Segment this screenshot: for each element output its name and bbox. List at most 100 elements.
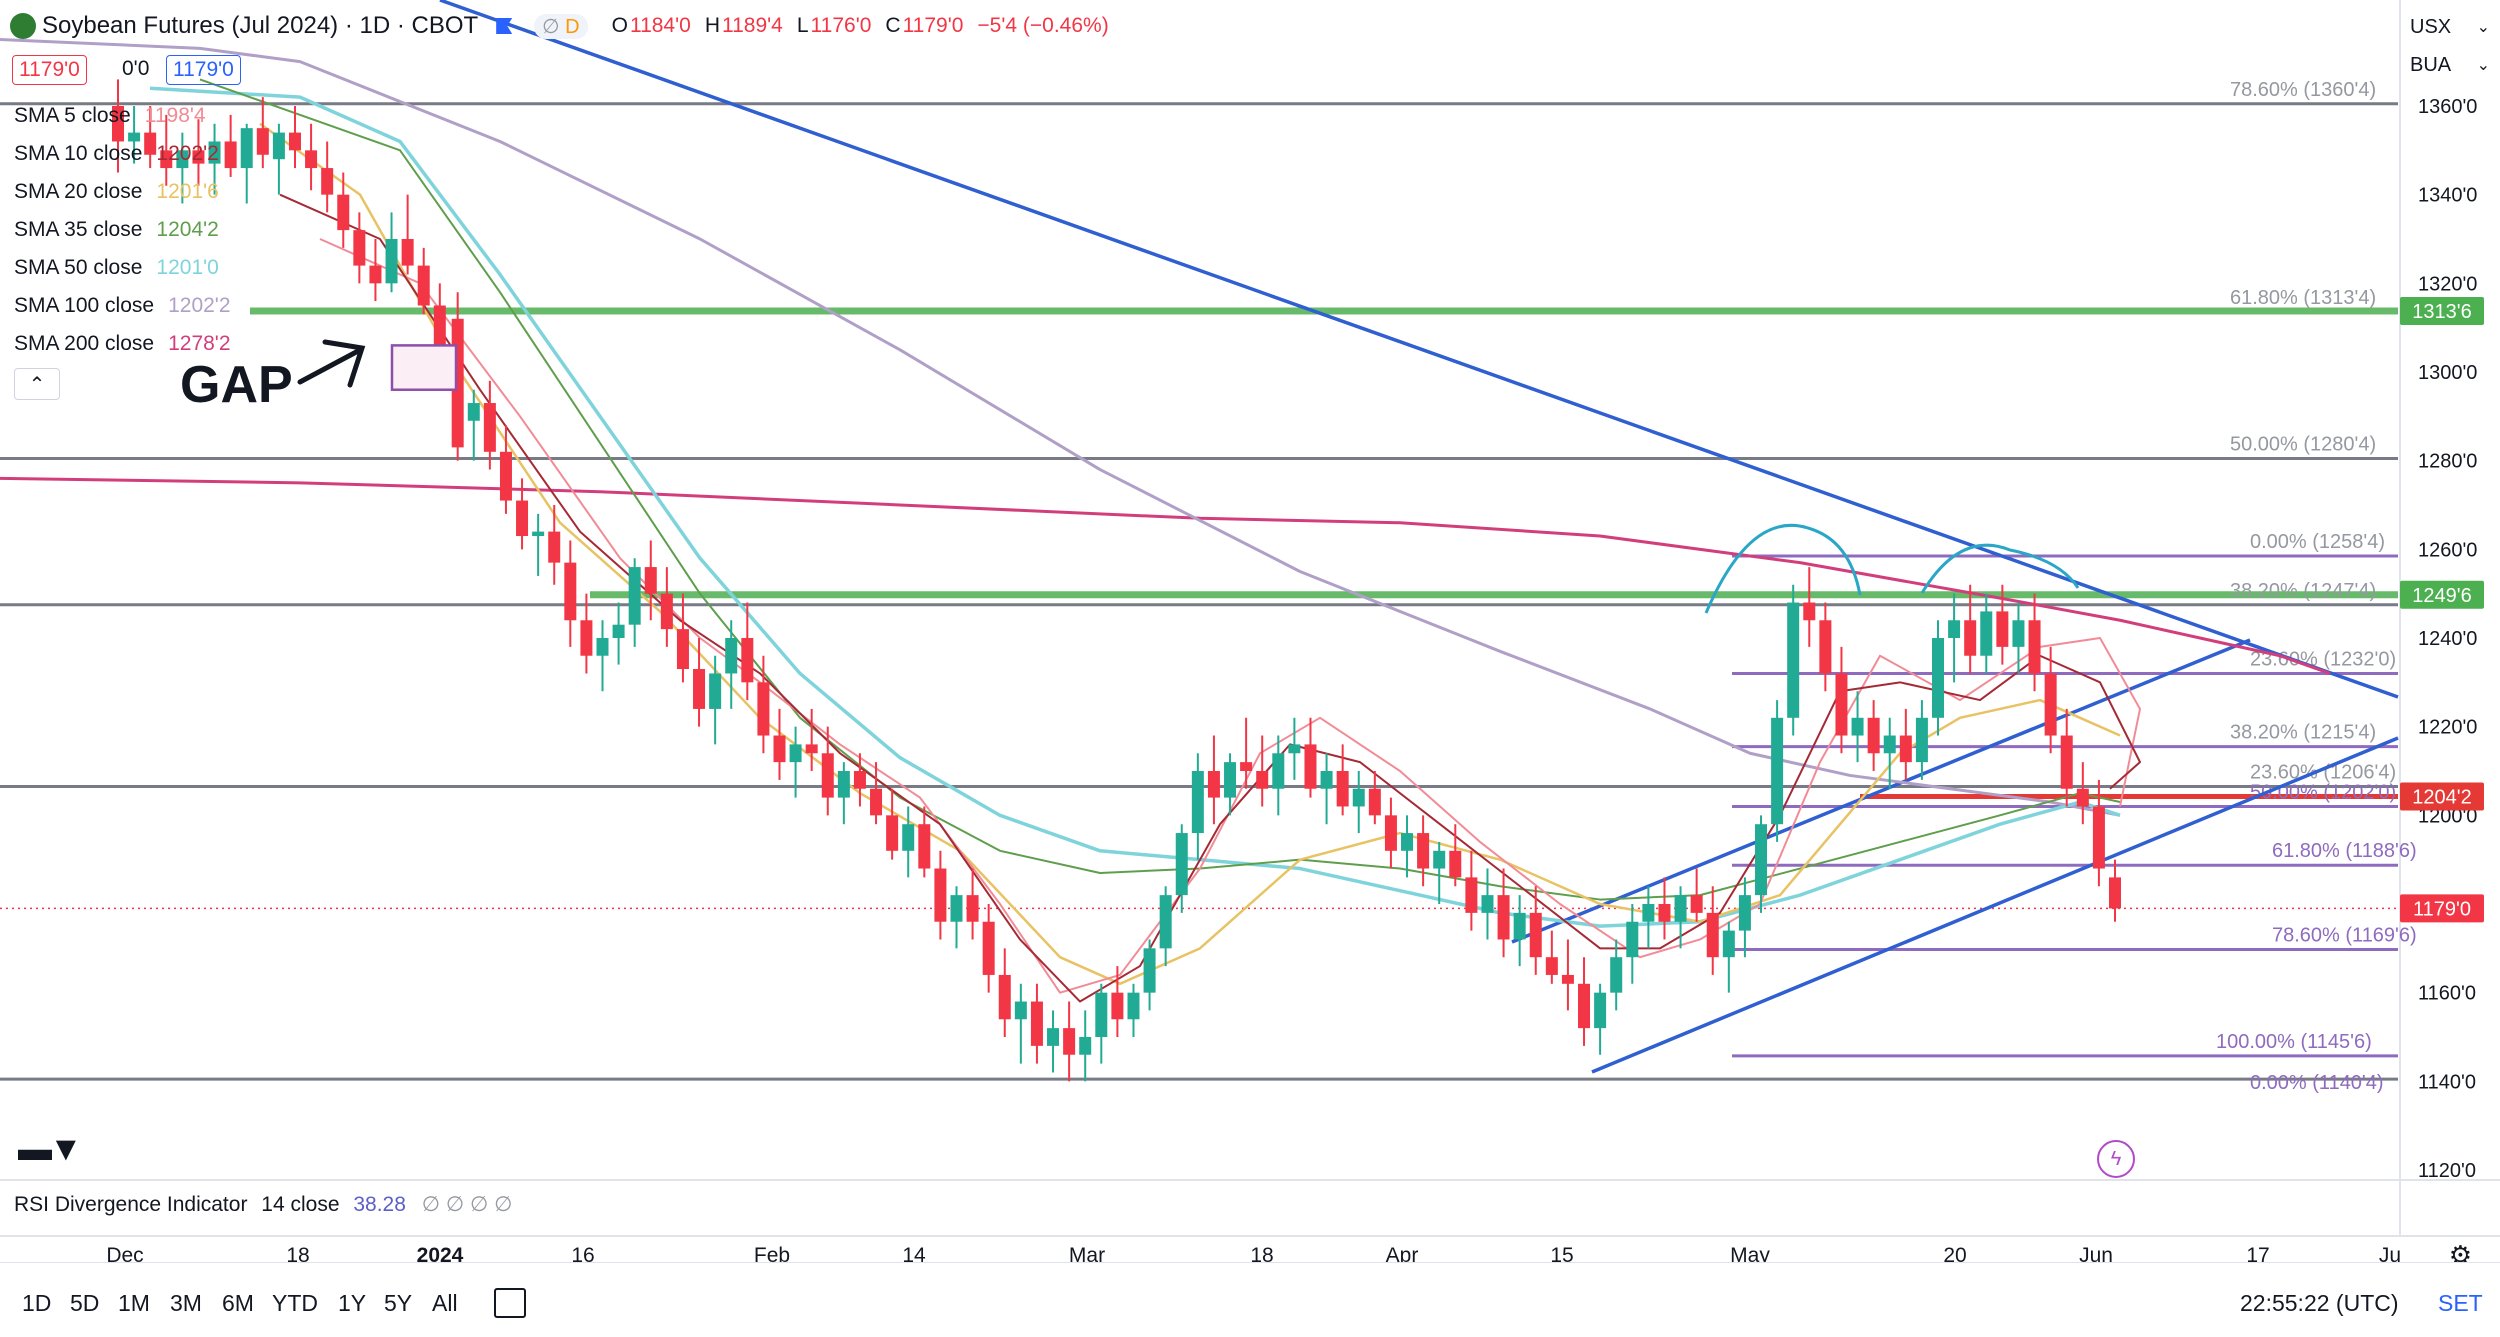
timeframe-5y[interactable]: 5Y [384,1290,413,1316]
timeframe-5d[interactable]: 5D [70,1290,100,1316]
candle-body[interactable] [1401,833,1414,851]
timeframe-1y[interactable]: 1Y [338,1290,367,1316]
candle-body[interactable] [821,753,834,798]
candle-body[interactable] [1256,771,1269,789]
candle-body[interactable] [757,682,770,736]
candle-body[interactable] [644,567,657,594]
candle-body[interactable] [433,305,446,346]
candle-body[interactable] [1771,717,1784,825]
candle-body[interactable] [1047,1028,1060,1046]
candle-body[interactable] [2012,620,2025,647]
candle-body[interactable] [240,128,253,169]
candle-body[interactable] [1191,771,1204,834]
sma-legend-row[interactable]: SMA 20 close 1201'6 [14,180,219,204]
candle-body[interactable] [1932,638,1945,718]
candle-body[interactable] [1996,611,2009,647]
timeframe-ytd[interactable]: YTD [272,1290,318,1316]
candle-body[interactable] [1578,983,1591,1029]
sma-legend-row[interactable]: SMA 10 close 1202'2 [14,142,219,166]
candle-body[interactable] [998,974,1011,1020]
candle-body[interactable] [1207,771,1220,798]
candle-body[interactable] [1529,912,1542,958]
candle-body[interactable] [676,629,689,670]
candle-body[interactable] [1513,912,1526,940]
candle-body[interactable] [918,824,931,869]
candle-body[interactable] [369,265,382,284]
candle-body[interactable] [1030,1001,1043,1046]
bid-price[interactable]: 1179'0 [12,55,87,85]
candle-body[interactable] [1465,877,1478,913]
candle-body[interactable] [192,150,205,164]
candle-body[interactable] [337,194,350,231]
candle-body[interactable] [2092,806,2105,869]
candle-body[interactable] [1288,744,1301,754]
candle-body[interactable] [532,531,545,537]
candle-body[interactable] [1722,930,1735,958]
candle-body[interactable] [417,265,430,306]
candle-body[interactable] [1883,735,1896,754]
candle-body[interactable] [2060,735,2073,789]
candle-body[interactable] [1384,815,1397,851]
lightning-icon[interactable]: ϟ [2097,1140,2135,1178]
candle-body[interactable] [628,567,641,625]
candle-body[interactable] [1690,895,1703,913]
sma-legend-row[interactable]: SMA 200 close 1278'2 [14,332,231,356]
candle-body[interactable] [1111,992,1124,1020]
unit-select[interactable]: BUA ⌄ [2410,53,2490,76]
candle-body[interactable] [1175,833,1188,896]
candle-body[interactable] [1561,974,1574,984]
sma-legend-row[interactable]: SMA 50 close 1201'0 [14,256,219,280]
candle-body[interactable] [902,824,915,851]
candle-body[interactable] [1079,1037,1092,1055]
candle-body[interactable] [1095,992,1108,1037]
candle-body[interactable] [2076,788,2089,807]
candle-body[interactable] [612,624,625,638]
candle-body[interactable] [1014,1001,1027,1020]
candle-body[interactable] [128,132,141,142]
candle-body[interactable] [321,168,334,195]
symbol-title[interactable]: Soybean Futures (Jul 2024) · 1D · CBOT [42,12,479,39]
candle-body[interactable] [385,239,398,284]
candle-body[interactable] [1658,904,1671,922]
candle-body[interactable] [1819,620,1832,674]
candle-body[interactable] [1417,833,1430,869]
candle-body[interactable] [208,141,221,164]
sma-legend-row[interactable]: SMA 35 close 1204'2 [14,218,219,242]
collapse-legend-button[interactable]: ⌃ [14,368,60,400]
candle-body[interactable] [256,128,269,155]
candle-body[interactable] [2028,620,2041,674]
timeframe-1d[interactable]: 1D [22,1290,52,1316]
indicator-badge[interactable]: ∅ D [534,13,588,39]
candle-body[interactable] [934,868,947,922]
ask-price[interactable]: 1179'0 [166,55,241,85]
candle-body[interactable] [1803,602,1816,621]
timeframe-3m[interactable]: 3M [170,1290,202,1316]
candle-body[interactable] [224,141,237,169]
candle-body[interactable] [950,895,963,922]
candle-body[interactable] [966,895,979,922]
rsi-label[interactable]: RSI Divergence Indicator [14,1193,248,1216]
candle-body[interactable] [1545,957,1558,975]
candle-body[interactable] [1899,735,1912,763]
timeframe-all[interactable]: All [432,1290,458,1316]
candle-body[interactable] [1980,611,1993,656]
candle-body[interactable] [596,638,609,656]
date-range-icon[interactable] [494,1288,526,1318]
candle-body[interactable] [1594,992,1607,1029]
candle-body[interactable] [1159,895,1172,949]
candle-body[interactable] [1867,717,1880,754]
candle-body[interactable] [288,132,301,151]
candle-body[interactable] [709,673,722,709]
candle-body[interactable] [1964,620,1977,656]
candle-body[interactable] [499,451,512,501]
candle-body[interactable] [853,771,866,789]
candle-body[interactable] [725,638,738,674]
candle-body[interactable] [176,150,189,169]
candle-body[interactable] [1835,673,1848,736]
candle-body[interactable] [1738,895,1751,931]
candle-body[interactable] [805,744,818,754]
candle-body[interactable] [272,132,285,160]
candle-body[interactable] [982,921,995,975]
currency-select[interactable]: USX ⌄ [2410,15,2490,38]
